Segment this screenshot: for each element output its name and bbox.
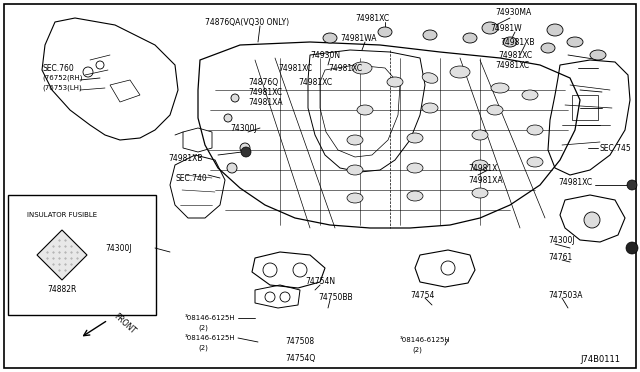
Ellipse shape bbox=[547, 24, 563, 36]
Ellipse shape bbox=[472, 130, 488, 140]
Ellipse shape bbox=[347, 193, 363, 203]
Text: 74761: 74761 bbox=[548, 253, 572, 263]
Ellipse shape bbox=[347, 165, 363, 175]
Text: SEC.745: SEC.745 bbox=[600, 144, 632, 153]
Ellipse shape bbox=[463, 33, 477, 43]
Text: 74981XC: 74981XC bbox=[558, 177, 592, 186]
Ellipse shape bbox=[422, 103, 438, 113]
Text: 74981XA: 74981XA bbox=[468, 176, 502, 185]
Text: 74882R: 74882R bbox=[47, 285, 77, 295]
Text: (2): (2) bbox=[198, 325, 208, 331]
Ellipse shape bbox=[450, 66, 470, 78]
Ellipse shape bbox=[357, 105, 373, 115]
Circle shape bbox=[224, 114, 232, 122]
Circle shape bbox=[627, 180, 637, 190]
Ellipse shape bbox=[472, 188, 488, 198]
Text: 74981XB: 74981XB bbox=[500, 38, 534, 46]
Text: 74981XC: 74981XC bbox=[328, 64, 362, 73]
Ellipse shape bbox=[407, 163, 423, 173]
Text: 74300J: 74300J bbox=[230, 124, 257, 132]
Circle shape bbox=[584, 212, 600, 228]
Text: 74750BB: 74750BB bbox=[318, 294, 353, 302]
Ellipse shape bbox=[503, 37, 517, 47]
Ellipse shape bbox=[527, 157, 543, 167]
Text: 74300J: 74300J bbox=[105, 244, 132, 253]
Text: 74300J: 74300J bbox=[548, 235, 575, 244]
Text: 74981XC: 74981XC bbox=[298, 77, 332, 87]
Ellipse shape bbox=[527, 125, 543, 135]
Ellipse shape bbox=[387, 77, 403, 87]
Ellipse shape bbox=[378, 27, 392, 37]
Ellipse shape bbox=[422, 73, 438, 83]
Text: J74B0111: J74B0111 bbox=[580, 356, 620, 365]
Text: SEC.760: SEC.760 bbox=[42, 64, 74, 73]
Text: 74981WA: 74981WA bbox=[340, 33, 376, 42]
Text: (2): (2) bbox=[412, 347, 422, 353]
Circle shape bbox=[241, 147, 251, 157]
Text: 74981XC: 74981XC bbox=[248, 87, 282, 96]
Text: 74754: 74754 bbox=[410, 291, 435, 299]
Ellipse shape bbox=[590, 50, 606, 60]
Ellipse shape bbox=[323, 33, 337, 43]
Circle shape bbox=[227, 163, 237, 173]
Text: 74754Q: 74754Q bbox=[285, 353, 316, 362]
Text: 74981W: 74981W bbox=[490, 23, 522, 32]
Bar bbox=[8, 195, 156, 315]
Text: 74876QA(VQ30 ONLY): 74876QA(VQ30 ONLY) bbox=[205, 17, 289, 26]
Text: 74930MA: 74930MA bbox=[495, 7, 531, 16]
Ellipse shape bbox=[423, 30, 437, 40]
Text: 74981XB: 74981XB bbox=[168, 154, 202, 163]
Text: 74981X: 74981X bbox=[468, 164, 497, 173]
Text: ³08146-6125H: ³08146-6125H bbox=[185, 315, 236, 321]
Ellipse shape bbox=[567, 37, 583, 47]
Text: (2): (2) bbox=[198, 345, 208, 351]
Text: 74876Q: 74876Q bbox=[248, 77, 278, 87]
Text: 74981XC: 74981XC bbox=[278, 64, 312, 73]
Circle shape bbox=[231, 94, 239, 102]
Text: 74754N: 74754N bbox=[305, 278, 335, 286]
Text: 74981XC: 74981XC bbox=[355, 13, 389, 22]
Text: 747508: 747508 bbox=[285, 337, 314, 346]
Text: (76752(RH): (76752(RH) bbox=[42, 75, 83, 81]
Text: 74981XC: 74981XC bbox=[498, 51, 532, 60]
Text: 74930N: 74930N bbox=[310, 51, 340, 60]
Ellipse shape bbox=[407, 191, 423, 201]
Ellipse shape bbox=[491, 83, 509, 93]
Text: FRONT: FRONT bbox=[112, 312, 138, 336]
Text: 74981XA: 74981XA bbox=[248, 97, 283, 106]
Ellipse shape bbox=[541, 43, 555, 53]
Ellipse shape bbox=[522, 90, 538, 100]
Ellipse shape bbox=[482, 22, 498, 34]
Ellipse shape bbox=[347, 135, 363, 145]
Ellipse shape bbox=[352, 62, 372, 74]
Text: SEC.740: SEC.740 bbox=[175, 173, 207, 183]
Text: 747503A: 747503A bbox=[548, 291, 582, 299]
Circle shape bbox=[626, 242, 638, 254]
Ellipse shape bbox=[487, 105, 503, 115]
Text: (76753(LH): (76753(LH) bbox=[42, 85, 82, 91]
Circle shape bbox=[240, 143, 250, 153]
Text: ³08146-6125H: ³08146-6125H bbox=[185, 335, 236, 341]
Ellipse shape bbox=[472, 160, 488, 170]
Text: 74981XC: 74981XC bbox=[495, 61, 529, 70]
Ellipse shape bbox=[407, 133, 423, 143]
Text: INSULATOR FUSIBLE: INSULATOR FUSIBLE bbox=[27, 212, 97, 218]
Polygon shape bbox=[37, 230, 87, 280]
Text: ³08146-6125H: ³08146-6125H bbox=[400, 337, 451, 343]
